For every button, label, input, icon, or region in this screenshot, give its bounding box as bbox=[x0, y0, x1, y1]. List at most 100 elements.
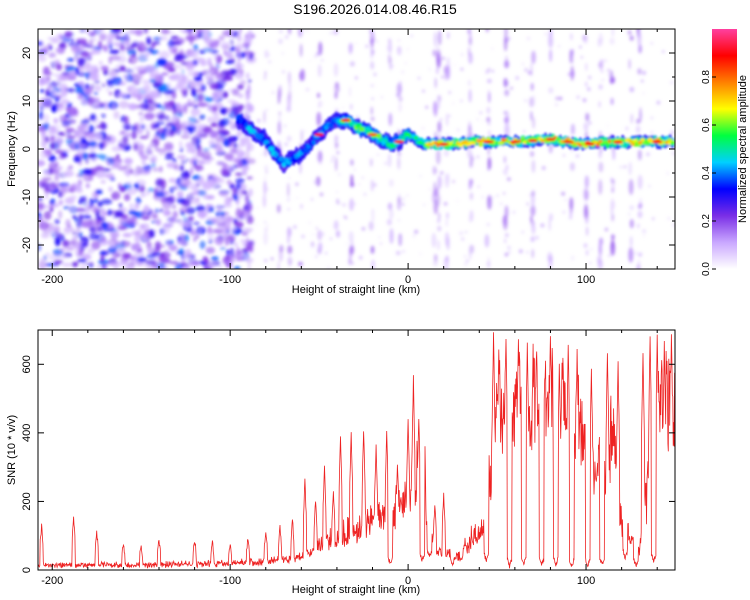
noise-dot bbox=[342, 203, 346, 207]
noise-blob bbox=[205, 40, 210, 47]
noise-dot bbox=[656, 100, 661, 105]
streak-blob bbox=[610, 97, 614, 106]
streak-blob bbox=[437, 225, 442, 232]
noise-blob bbox=[241, 232, 248, 236]
noise-dot bbox=[371, 97, 374, 101]
noise-blob bbox=[195, 235, 200, 239]
noise-dot bbox=[604, 227, 609, 232]
noise-blob bbox=[76, 44, 86, 51]
ridge-peak bbox=[545, 137, 556, 141]
noise-dot bbox=[507, 245, 511, 250]
noise-blob bbox=[188, 116, 198, 125]
streak-blob bbox=[238, 205, 241, 221]
colorbar-tick-label: 0.0 bbox=[701, 262, 712, 276]
noise-blob bbox=[161, 72, 169, 76]
noise-dot bbox=[281, 70, 286, 74]
noise-blob bbox=[50, 183, 59, 189]
noise-dot bbox=[587, 87, 591, 92]
noise-blob bbox=[80, 137, 87, 145]
noise-blob bbox=[69, 184, 76, 193]
streak-blob bbox=[468, 46, 471, 57]
noise-blob bbox=[85, 153, 95, 158]
noise-blob bbox=[72, 215, 78, 219]
noise-blob bbox=[66, 167, 73, 171]
noise-blob bbox=[90, 38, 97, 42]
noise-blob bbox=[184, 169, 189, 178]
noise-dot bbox=[346, 243, 348, 246]
streak-blob bbox=[287, 71, 292, 84]
streak-blob bbox=[532, 116, 535, 129]
noise-dot bbox=[642, 92, 645, 95]
noise-blob bbox=[78, 198, 84, 205]
noise-blob bbox=[38, 111, 44, 120]
noise-blob bbox=[123, 255, 130, 260]
noise-dot bbox=[512, 211, 516, 214]
noise-dot bbox=[306, 29, 308, 32]
noise-blob bbox=[133, 203, 140, 210]
noise-dot bbox=[361, 227, 366, 231]
noise-blob bbox=[170, 41, 182, 45]
noise-blob bbox=[193, 71, 199, 76]
noise-blob bbox=[168, 177, 176, 183]
streak-blob bbox=[286, 135, 292, 142]
noise-dot bbox=[475, 147, 477, 149]
noise-dot bbox=[315, 227, 318, 230]
streak-blob bbox=[598, 179, 603, 195]
noise-blob bbox=[90, 158, 98, 162]
noise-dot bbox=[287, 207, 291, 211]
snr-series-line bbox=[38, 332, 675, 569]
noise-dot bbox=[441, 56, 445, 60]
ridge-blob bbox=[290, 157, 297, 163]
streak-blob bbox=[609, 37, 615, 45]
streak-blob bbox=[446, 173, 450, 183]
noise-blob bbox=[146, 145, 151, 152]
noise-blob bbox=[215, 212, 220, 218]
noise-dot bbox=[353, 202, 356, 205]
noise-blob bbox=[243, 227, 254, 232]
noise-blob bbox=[96, 265, 102, 269]
noise-blob bbox=[200, 29, 211, 34]
noise-blob bbox=[106, 88, 110, 93]
noise-blob bbox=[127, 50, 137, 55]
noise-blob bbox=[154, 208, 159, 214]
noise-blob bbox=[199, 240, 206, 250]
noise-dot bbox=[384, 161, 388, 165]
noise-blob bbox=[148, 49, 160, 55]
noise-blob bbox=[99, 33, 107, 41]
noise-blob bbox=[50, 136, 55, 141]
streak-blob bbox=[348, 231, 354, 243]
noise-blob bbox=[89, 226, 96, 233]
noise-blob bbox=[213, 54, 219, 61]
streak-blob bbox=[333, 29, 339, 35]
noise-blob bbox=[39, 76, 50, 85]
ridge-blob bbox=[598, 139, 603, 144]
noise-blob bbox=[182, 159, 186, 165]
noise-dot bbox=[319, 192, 324, 197]
noise-blob bbox=[137, 72, 143, 80]
noise-blob bbox=[198, 57, 207, 64]
noise-blob bbox=[148, 143, 156, 148]
noise-dot bbox=[558, 96, 563, 101]
noise-blob bbox=[237, 93, 244, 99]
streak-blob bbox=[287, 245, 293, 255]
streak-blob bbox=[432, 261, 438, 267]
streak-blob bbox=[639, 197, 642, 207]
noise-blob bbox=[202, 148, 210, 152]
noise-blob bbox=[100, 65, 109, 71]
noise-blob bbox=[192, 155, 197, 161]
noise-blob bbox=[133, 182, 140, 189]
noise-blob bbox=[50, 142, 55, 150]
streak-blob bbox=[629, 35, 634, 41]
ridge-peak bbox=[652, 140, 663, 144]
noise-blob bbox=[38, 244, 42, 252]
noise-blob bbox=[207, 262, 217, 269]
streak-blob bbox=[317, 100, 323, 108]
noise-blob bbox=[143, 97, 149, 105]
streak-blob bbox=[443, 256, 449, 269]
noise-dot bbox=[330, 32, 332, 35]
noise-blob bbox=[155, 218, 162, 226]
noise-dot bbox=[670, 80, 674, 85]
noise-blob bbox=[138, 41, 145, 47]
